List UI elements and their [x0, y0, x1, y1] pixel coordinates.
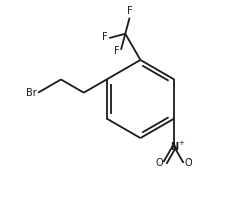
Text: Br: Br [26, 88, 37, 98]
Text: N: N [170, 142, 178, 152]
Text: O: O [155, 158, 163, 168]
Text: -: - [188, 157, 191, 163]
Text: F: F [127, 6, 132, 16]
Text: F: F [114, 46, 119, 56]
Text: O: O [184, 158, 192, 168]
Text: +: + [178, 140, 184, 146]
Text: F: F [102, 32, 108, 42]
